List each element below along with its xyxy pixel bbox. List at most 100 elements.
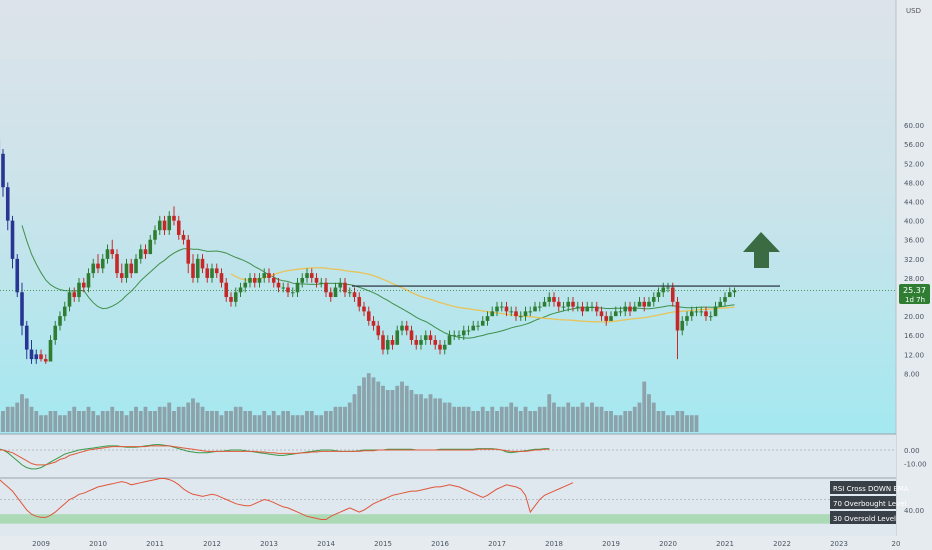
volume-bar [5, 406, 10, 432]
volume-bar [599, 406, 604, 432]
volume-bar [433, 398, 438, 432]
price-tick-label: 40.00 [904, 218, 924, 226]
candle-body [689, 311, 694, 317]
volume-bar [689, 415, 694, 432]
candle-body [148, 239, 153, 255]
volume-bar [357, 385, 362, 432]
candle-body [675, 301, 680, 331]
rsi-line [0, 478, 574, 520]
candle-body [48, 340, 53, 362]
candle-body [732, 290, 737, 293]
up-arrow-icon [743, 232, 780, 268]
candle-body [699, 311, 704, 313]
candle-body [457, 335, 461, 337]
overlays [0, 232, 896, 291]
volume-bar [585, 406, 590, 432]
volume-bar [509, 402, 514, 432]
candle-body [414, 340, 419, 345]
candle-body [290, 292, 295, 294]
candle-body [262, 273, 267, 278]
candle-body [39, 354, 43, 360]
last-price-badge[interactable] [899, 284, 930, 304]
volume-bar [115, 411, 119, 432]
candle-body [466, 330, 471, 332]
candle-body [91, 263, 96, 274]
volume-bar [262, 411, 267, 432]
time-tick-label: 2011 [146, 540, 164, 548]
candle-body [585, 306, 590, 312]
candle-body [267, 273, 271, 278]
price-tick-label: 60.00 [904, 122, 924, 130]
volume-bar [347, 402, 352, 432]
rsi-legend-item: 30 Oversold Level [833, 515, 896, 523]
candle-body [34, 354, 39, 360]
volume-bar [67, 411, 72, 432]
time-tick-label: 2017 [488, 540, 506, 548]
candle-body [509, 311, 514, 313]
candle-body [504, 306, 509, 312]
volume-bar [590, 402, 594, 432]
candle-body [495, 306, 499, 312]
price-tick-label: 12.00 [904, 351, 924, 359]
candle-body [162, 220, 167, 231]
candle-body [642, 301, 647, 307]
volume-bar [238, 406, 243, 432]
candle-body [15, 258, 20, 293]
volume-bar [362, 377, 366, 432]
volume-bar [485, 411, 490, 432]
candle-body [618, 311, 623, 313]
candle-body [86, 273, 91, 288]
rsi-legend-item: RSI Cross DOWN EMA [833, 485, 909, 493]
candle-body [594, 306, 599, 312]
volume-bar [252, 415, 257, 432]
candle-body [723, 297, 727, 302]
price-tick-label: 36.00 [904, 237, 924, 245]
macd-signal-line [0, 445, 550, 466]
volume-bar [419, 394, 423, 432]
candle-body [637, 301, 642, 307]
volume-bar [248, 411, 252, 432]
candle-body [110, 249, 115, 255]
candle-body [704, 311, 708, 317]
macd-line [0, 444, 550, 470]
candle-body [376, 325, 381, 336]
candle-body [96, 263, 100, 269]
candle-body [191, 263, 195, 278]
candle-body [153, 230, 157, 240]
volume-bar [290, 415, 295, 432]
candle-body [590, 306, 594, 308]
volume-bar [324, 411, 328, 432]
volume-bar [547, 394, 552, 432]
candle-body [623, 306, 628, 312]
volume-bar [210, 411, 214, 432]
candle-body [333, 287, 338, 298]
candle-body [243, 282, 248, 288]
candle-body [547, 297, 552, 302]
candle-body [309, 273, 314, 278]
volume-bar [167, 402, 172, 432]
candle-body [343, 282, 347, 293]
candle-body [713, 306, 718, 317]
volume-bar [205, 411, 210, 432]
candle-body [62, 306, 67, 317]
candle-body [523, 311, 528, 317]
volume-bar [305, 411, 309, 432]
volume-bar [685, 415, 689, 432]
candle-body [718, 301, 723, 307]
volume-bar [647, 394, 651, 432]
candle-body [395, 330, 400, 345]
candle-body [438, 344, 442, 350]
volume-bar [623, 411, 628, 432]
volume-bar [371, 377, 376, 432]
candle-body [537, 306, 542, 308]
volume-bar [153, 411, 157, 432]
volume-bar [134, 406, 138, 432]
volume-bar [594, 406, 599, 432]
volume-bar [499, 406, 504, 432]
candle-body [324, 282, 328, 293]
candle-body [129, 263, 134, 274]
volume-bar [466, 406, 471, 432]
candle-body [1, 153, 5, 188]
candle-body [200, 258, 205, 269]
candle-body [490, 311, 495, 317]
